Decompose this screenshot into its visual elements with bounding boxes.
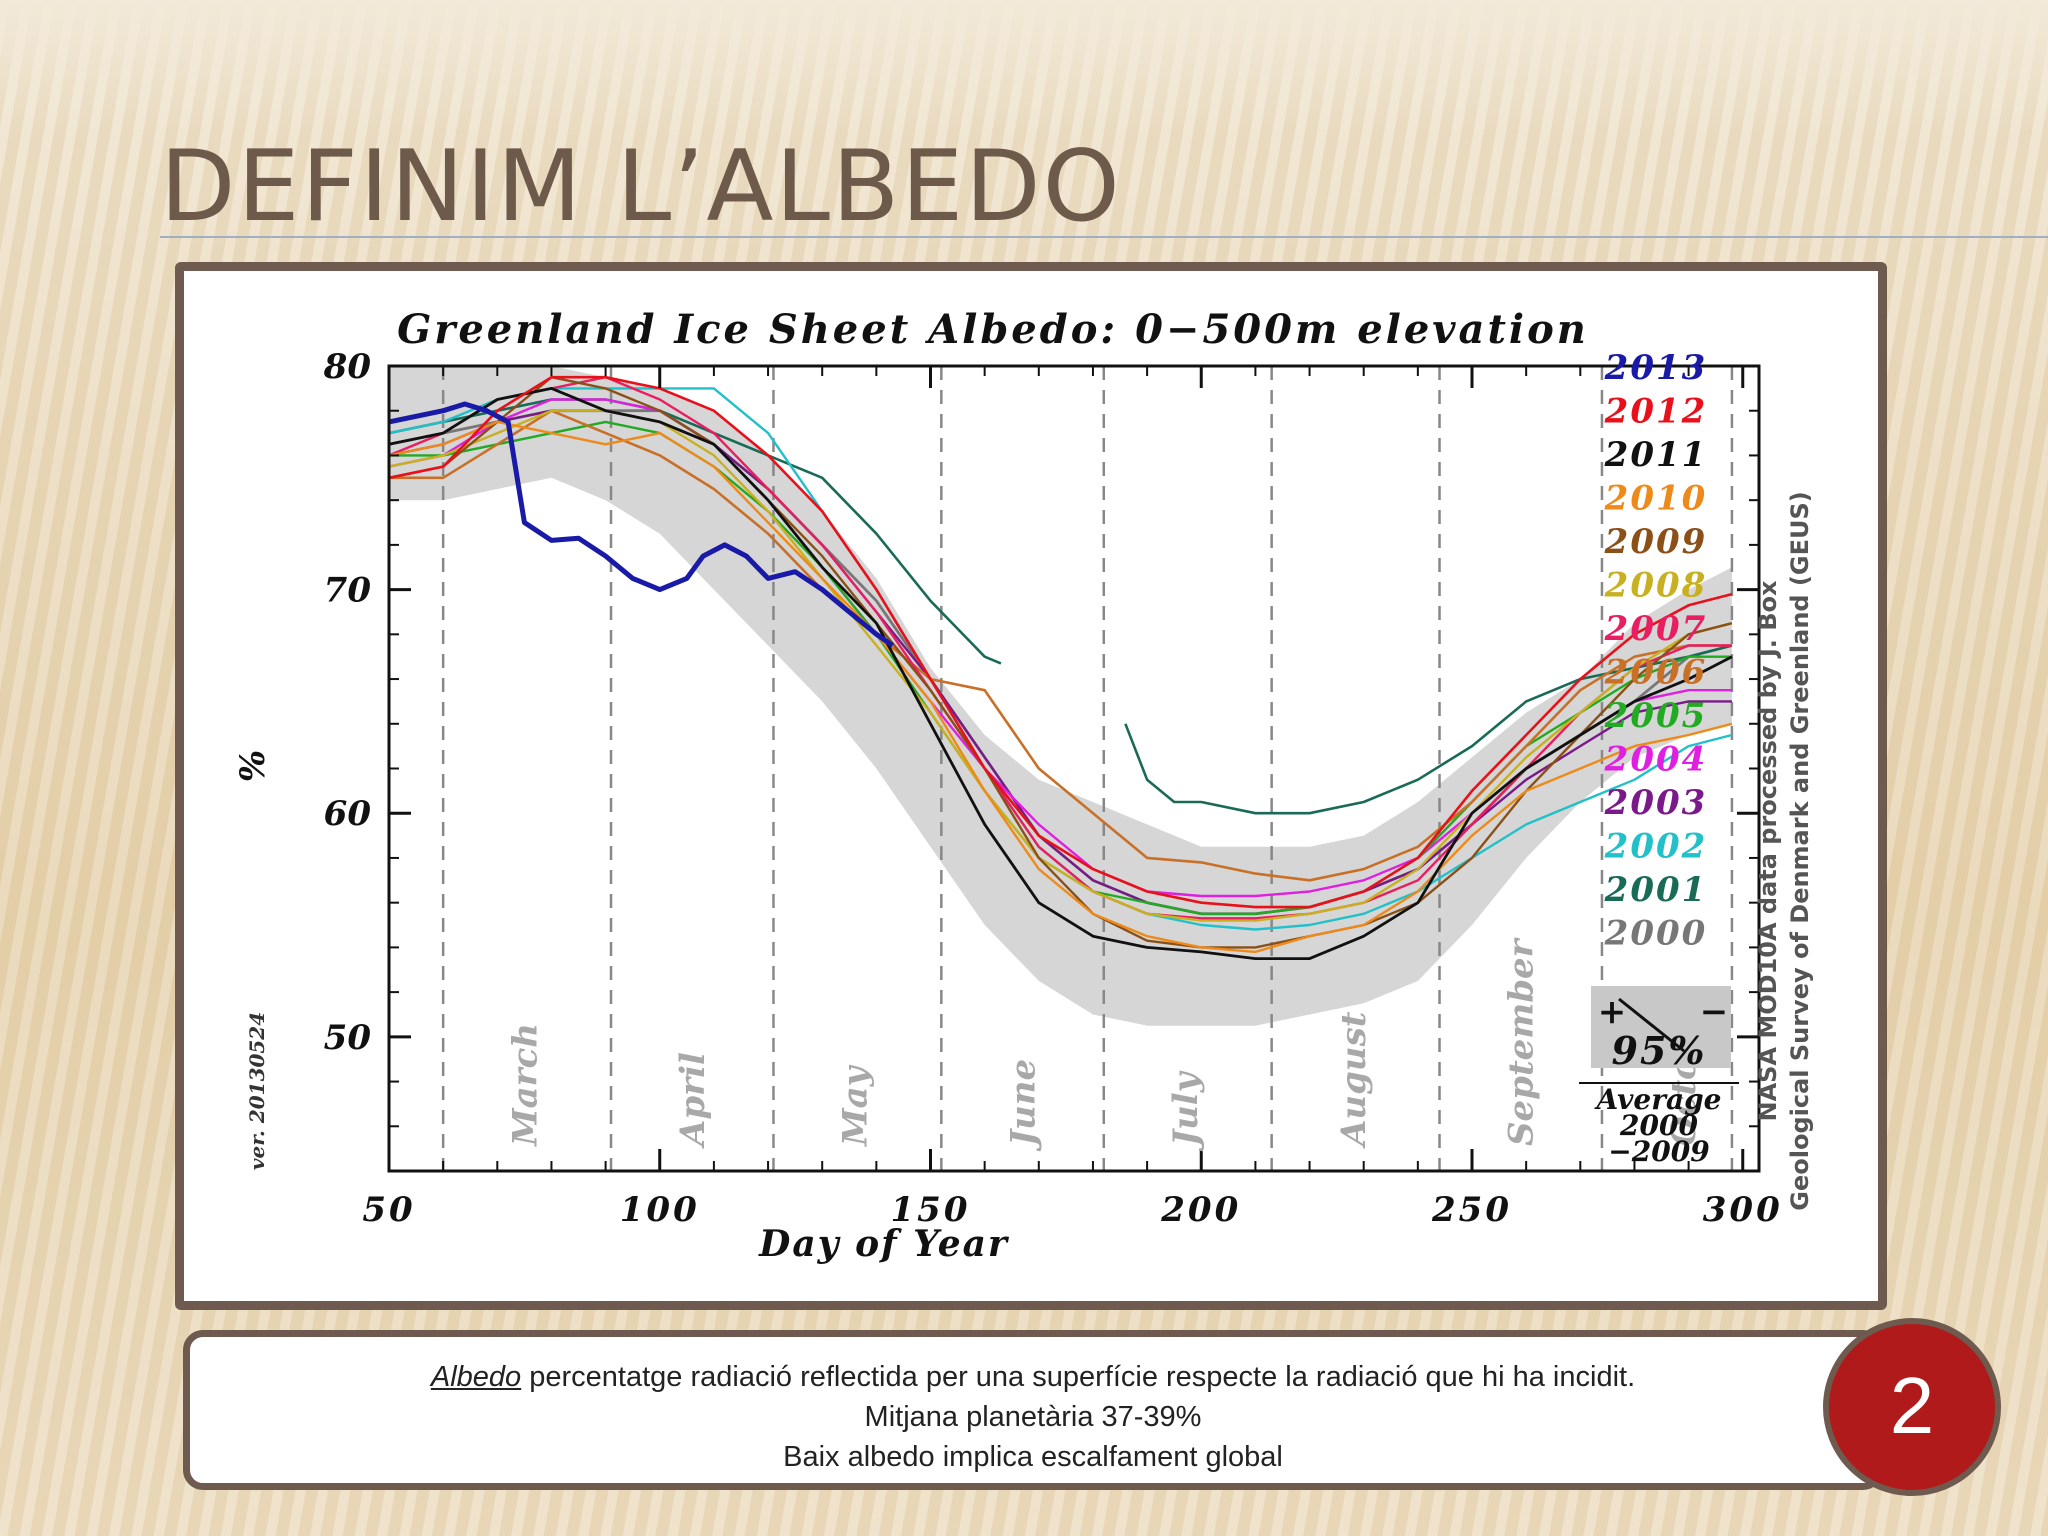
y-tick-label: 70 [324, 571, 372, 611]
legend-entry: 2010 [1604, 479, 1708, 519]
slide-title: DEFINIM L’ALBEDO [160, 130, 1122, 244]
legend-entry: 2002 [1604, 827, 1708, 867]
chart-frame: 50 60 70 80 50 100 150 200 250 300 March April May J… [175, 262, 1887, 1310]
band-legend-minus: − [1700, 992, 1729, 1032]
confidence-band-layer [389, 366, 1732, 1026]
x-tick-label: 50 [362, 1190, 415, 1230]
y-tick-label: 60 [324, 794, 372, 834]
band-legend-diagonal [1618, 997, 1685, 1053]
x-tick-label: 200 [1160, 1190, 1241, 1230]
legend-entry: 2013 [1604, 348, 1708, 388]
series-line-2011 [388, 387, 1733, 960]
axis-ticks: 50 60 70 80 50 100 150 200 250 300 [323, 347, 1783, 1230]
average-end: −2009 [1608, 1135, 1709, 1168]
y-axis-label: % [233, 750, 273, 782]
series-line-2013 [388, 401, 895, 648]
version-note: ver. 20130524 [245, 1012, 269, 1170]
definition-line-3: Baix albedo implica escalfament global [783, 1441, 1283, 1473]
definition-line-2: Mitjana planetària 37-39% [864, 1401, 1202, 1433]
average-start: 2000 [1619, 1109, 1698, 1142]
y-tick-label: 80 [323, 347, 372, 387]
x-tick-label: 250 [1431, 1190, 1512, 1230]
albedo-chart: 50 60 70 80 50 100 150 200 250 300 March April May J… [233, 306, 1814, 1265]
month-label: July [1166, 1070, 1206, 1152]
legend-entry: 2011 [1604, 435, 1708, 475]
title-underline [160, 236, 2048, 238]
y-tick-label: 50 [324, 1018, 372, 1058]
legend-entry: 2012 [1604, 392, 1708, 432]
band-legend-swatch [1591, 986, 1731, 1068]
average-label: Average [1594, 1083, 1722, 1116]
month-label: May [836, 1064, 876, 1147]
credit-line-2: Geological Survey of Denmark and Greenla… [1786, 491, 1814, 1210]
legend-entry: 2003 [1604, 783, 1708, 823]
series-line-2012 [388, 375, 1733, 909]
month-label: April [673, 1052, 713, 1149]
month-label: March [505, 1023, 545, 1147]
series-lines [388, 375, 1733, 960]
legend-entry: 2007 [1604, 609, 1708, 649]
legend: 2013201220112010200920082007200620052004… [1579, 348, 1739, 1168]
month-label: August [1334, 1011, 1374, 1149]
x-tick-label: 150 [891, 1190, 971, 1230]
x-tick-label: 100 [620, 1190, 700, 1230]
legend-entry: 2006 [1604, 653, 1708, 693]
credit-line-1: NASA MOD10A data processed by J. Box [1754, 580, 1782, 1122]
series-line-2007 [388, 376, 1732, 920]
month-label: June [1004, 1059, 1044, 1152]
band-legend-pct: 95% [1612, 1028, 1707, 1073]
series-line-2010 [388, 420, 1733, 954]
legend-entry: 2004 [1604, 740, 1708, 780]
series-line-2006 [389, 409, 1732, 882]
definition-text: percentatge radiació reflectida per una … [521, 1361, 1636, 1393]
page-number-badge: 2 [1823, 1318, 2001, 1496]
confidence-band [389, 366, 1732, 1026]
legend-entry: 2008 [1604, 566, 1708, 606]
month-label: September [1502, 937, 1542, 1146]
chart-title: Greenland Ice Sheet Albedo: 0−500m eleva… [397, 306, 1589, 353]
series-line-2009 [388, 376, 1733, 949]
x-axis-label: Day of Year [758, 1223, 1010, 1265]
definition-box: Albedo percentatge radiació reflectida p… [183, 1330, 1883, 1490]
background-fade [0, 0, 2048, 130]
legend-entry: 2005 [1604, 696, 1708, 736]
x-tick-label: 300 [1703, 1190, 1783, 1230]
legend-entry: 2001 [1604, 870, 1708, 910]
legend-entry: 2000 [1604, 914, 1708, 954]
definition-line-1: Albedo percentatge radiació reflectida p… [190, 1357, 1876, 1397]
band-legend-plus: + [1598, 992, 1627, 1032]
legend-entry: 2009 [1604, 522, 1708, 562]
albedo-term: Albedo [430, 1361, 522, 1393]
